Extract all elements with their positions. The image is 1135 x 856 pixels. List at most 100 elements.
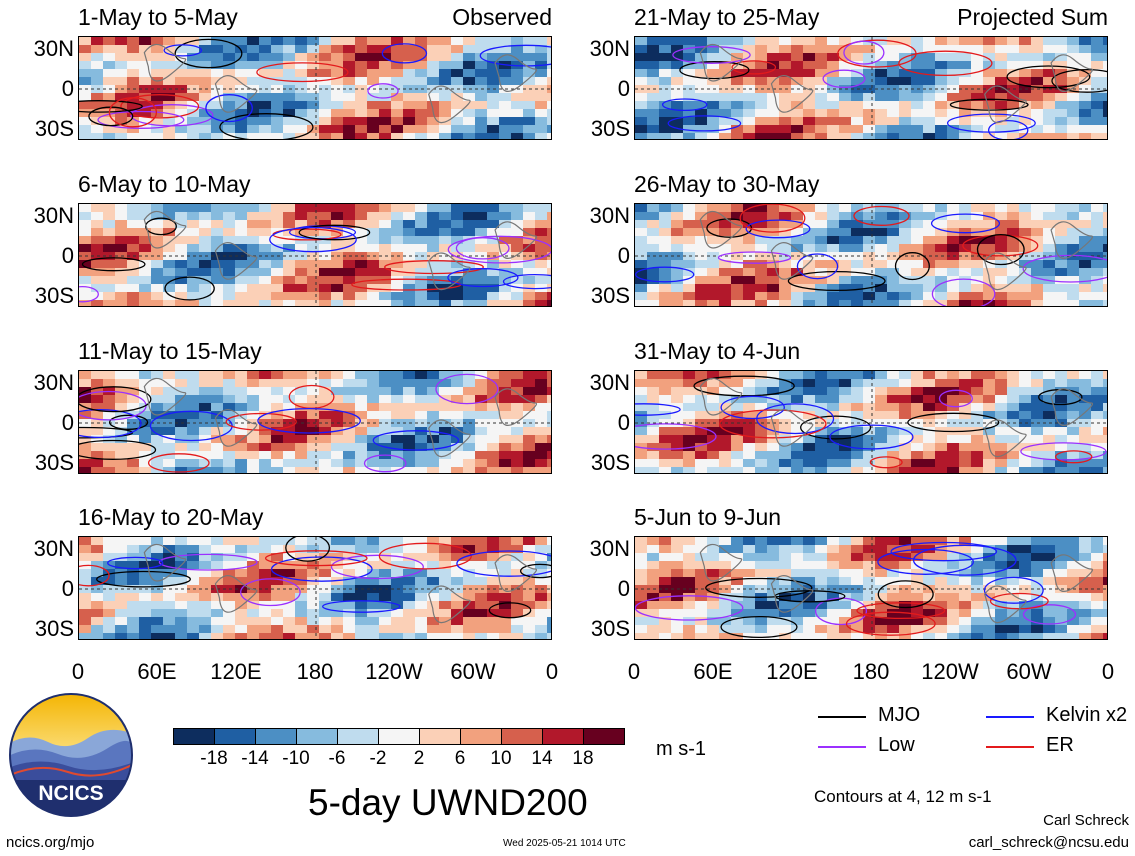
heatmap-cell [127,212,139,220]
heatmap-cell [259,371,271,379]
heatmap-cell [1067,609,1079,617]
heatmap-cell [307,268,319,276]
heatmap-cell [923,292,935,300]
heatmap-cell [731,101,743,109]
heatmap-cell [815,276,827,284]
heatmap-cell [851,537,863,545]
heatmap-cell [259,244,271,252]
heatmap-cell [659,125,671,133]
contour-line [381,43,428,64]
heatmap-cell [235,537,247,545]
heatmap-cell [259,633,271,639]
heatmap-cell [1031,553,1043,561]
heatmap-cell [803,236,815,244]
heatmap-cell [175,467,187,473]
heatmap-cell [271,537,283,545]
heatmap-cell [971,236,983,244]
heatmap-cell [1007,617,1019,625]
heatmap-cell [379,459,391,467]
heatmap-cell [535,53,547,61]
heatmap-cell [391,395,403,403]
heatmap-cell [923,244,935,252]
heatmap-cell [319,101,331,109]
heatmap-cell [319,379,331,387]
heatmap-cell [247,451,259,459]
heatmap-cell [1043,371,1055,379]
heatmap-cell [695,403,707,411]
heatmap-cell [247,467,259,473]
heatmap-cell [427,228,439,236]
heatmap-cell [295,300,307,306]
heatmap-cell [683,109,695,117]
heatmap-cell [163,77,175,85]
heatmap-cell [91,77,103,85]
heatmap-cell [547,387,551,395]
heatmap-cell [1055,109,1067,117]
heatmap-cell [115,77,127,85]
heatmap-cell [247,260,259,268]
heatmap-cell [235,379,247,387]
heatmap-cell [187,435,199,443]
heatmap-cell [983,284,995,292]
heatmap-cell [535,117,547,125]
heatmap-cell [659,300,671,306]
heatmap-cell [659,617,671,625]
heatmap-cell [899,69,911,77]
heatmap-cell [343,284,355,292]
heatmap-cell [707,212,719,220]
heatmap-cell [983,459,995,467]
contour-note: Contours at 4, 12 m s-1 [814,787,992,806]
heatmap-cell [151,371,163,379]
heatmap-cell [439,467,451,473]
heatmap-panel [78,536,552,640]
heatmap-cell [103,117,115,125]
heatmap-cell [331,467,343,473]
heatmap-cell [91,268,103,276]
heatmap-cell [535,593,547,601]
heatmap-cell [475,617,487,625]
heatmap-cell [875,379,887,387]
heatmap-cell [731,371,743,379]
heatmap-cell [223,451,235,459]
heatmap-cell [683,467,695,473]
heatmap-cell [899,101,911,109]
heatmap-cell [391,220,403,228]
heatmap-cell [463,459,475,467]
heatmap-cell [79,93,91,101]
heatmap-cell [863,545,875,553]
heatmap-cell [935,125,947,133]
heatmap-cell [187,268,199,276]
heatmap-cell [935,77,947,85]
heatmap-cell [707,545,719,553]
heatmap-cell [659,284,671,292]
heatmap-cell [731,77,743,85]
heatmap-cell [463,379,475,387]
heatmap-cell [439,53,451,61]
heatmap-cell [1091,411,1103,419]
heatmap-cell [695,411,707,419]
heatmap-cell [283,387,295,395]
heatmap-cell [271,577,283,585]
heatmap-cell [1079,443,1091,451]
heatmap-cell [887,61,899,69]
heatmap-cell [271,545,283,553]
heatmap-cell [463,411,475,419]
heatmap-cell [499,371,511,379]
heatmap-cell [211,37,223,45]
heatmap-cell [295,537,307,545]
heatmap-cell [535,371,547,379]
heatmap-cell [1055,609,1067,617]
heatmap-cell [851,244,863,252]
heatmap-cell [415,379,427,387]
heatmap-cell [163,276,175,284]
heatmap-cell [115,125,127,133]
contour-line [983,576,1044,604]
heatmap-cell [223,109,235,117]
colorbar-tick-label: 2 [413,748,425,769]
heatmap-cell [791,553,803,561]
heatmap-cell [475,427,487,435]
heatmap-cell [259,435,271,443]
heatmap-cell [1091,459,1103,467]
heatmap-cell [139,545,151,553]
heatmap-cell [683,284,695,292]
